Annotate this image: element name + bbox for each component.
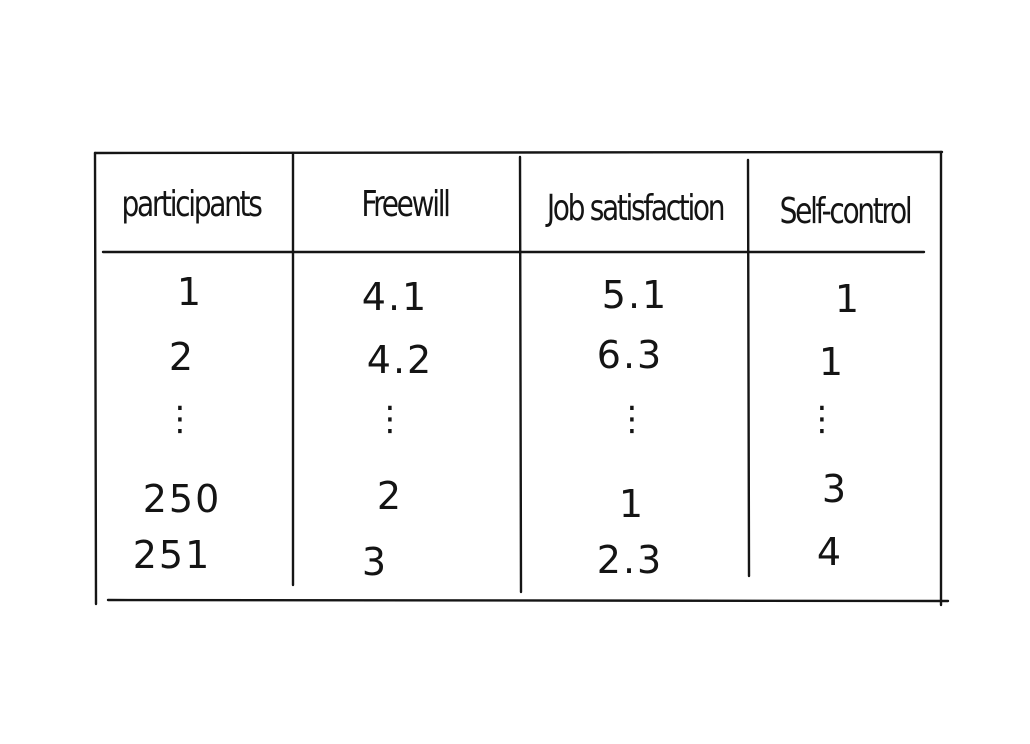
cell-participant: 2	[168, 335, 196, 379]
table-bottom-border	[106, 598, 950, 603]
cell-job-satisfaction: 5.1	[601, 273, 669, 317]
cell-self-control: 1	[834, 277, 862, 321]
column-separator-3	[746, 158, 751, 578]
cell-participant-ellipsis: ⋮	[163, 399, 197, 439]
header-participants: participants	[121, 184, 262, 225]
cell-freewill: 4.1	[361, 275, 429, 319]
cell-job-satisfaction: 6.3	[596, 333, 664, 377]
cell-self-control: 3	[821, 467, 849, 511]
cell-freewill: 2	[376, 474, 404, 518]
cell-participant: 1	[176, 270, 204, 314]
header-self-control: Self-control	[779, 191, 913, 232]
cell-self-control: 4	[816, 530, 844, 574]
table-left-border	[93, 151, 98, 606]
cell-job-satisfaction-ellipsis: ⋮	[615, 399, 649, 439]
table-top-border	[93, 150, 944, 155]
column-separator-2	[518, 155, 523, 594]
cell-participant: 250	[142, 477, 222, 521]
header-freewill: Freewill	[361, 184, 451, 225]
cell-freewill: 3	[361, 540, 389, 584]
cell-participant: 251	[132, 533, 212, 577]
cell-self-control-ellipsis: ⋮	[805, 399, 839, 439]
cell-job-satisfaction: 2.3	[596, 538, 664, 582]
cell-job-satisfaction: 1	[618, 482, 646, 526]
cell-freewill-ellipsis: ⋮	[373, 399, 407, 439]
header-job-satisfaction: Job satisfaction	[546, 188, 726, 229]
cell-self-control: 1	[818, 340, 846, 384]
cell-freewill: 4.2	[366, 338, 434, 382]
